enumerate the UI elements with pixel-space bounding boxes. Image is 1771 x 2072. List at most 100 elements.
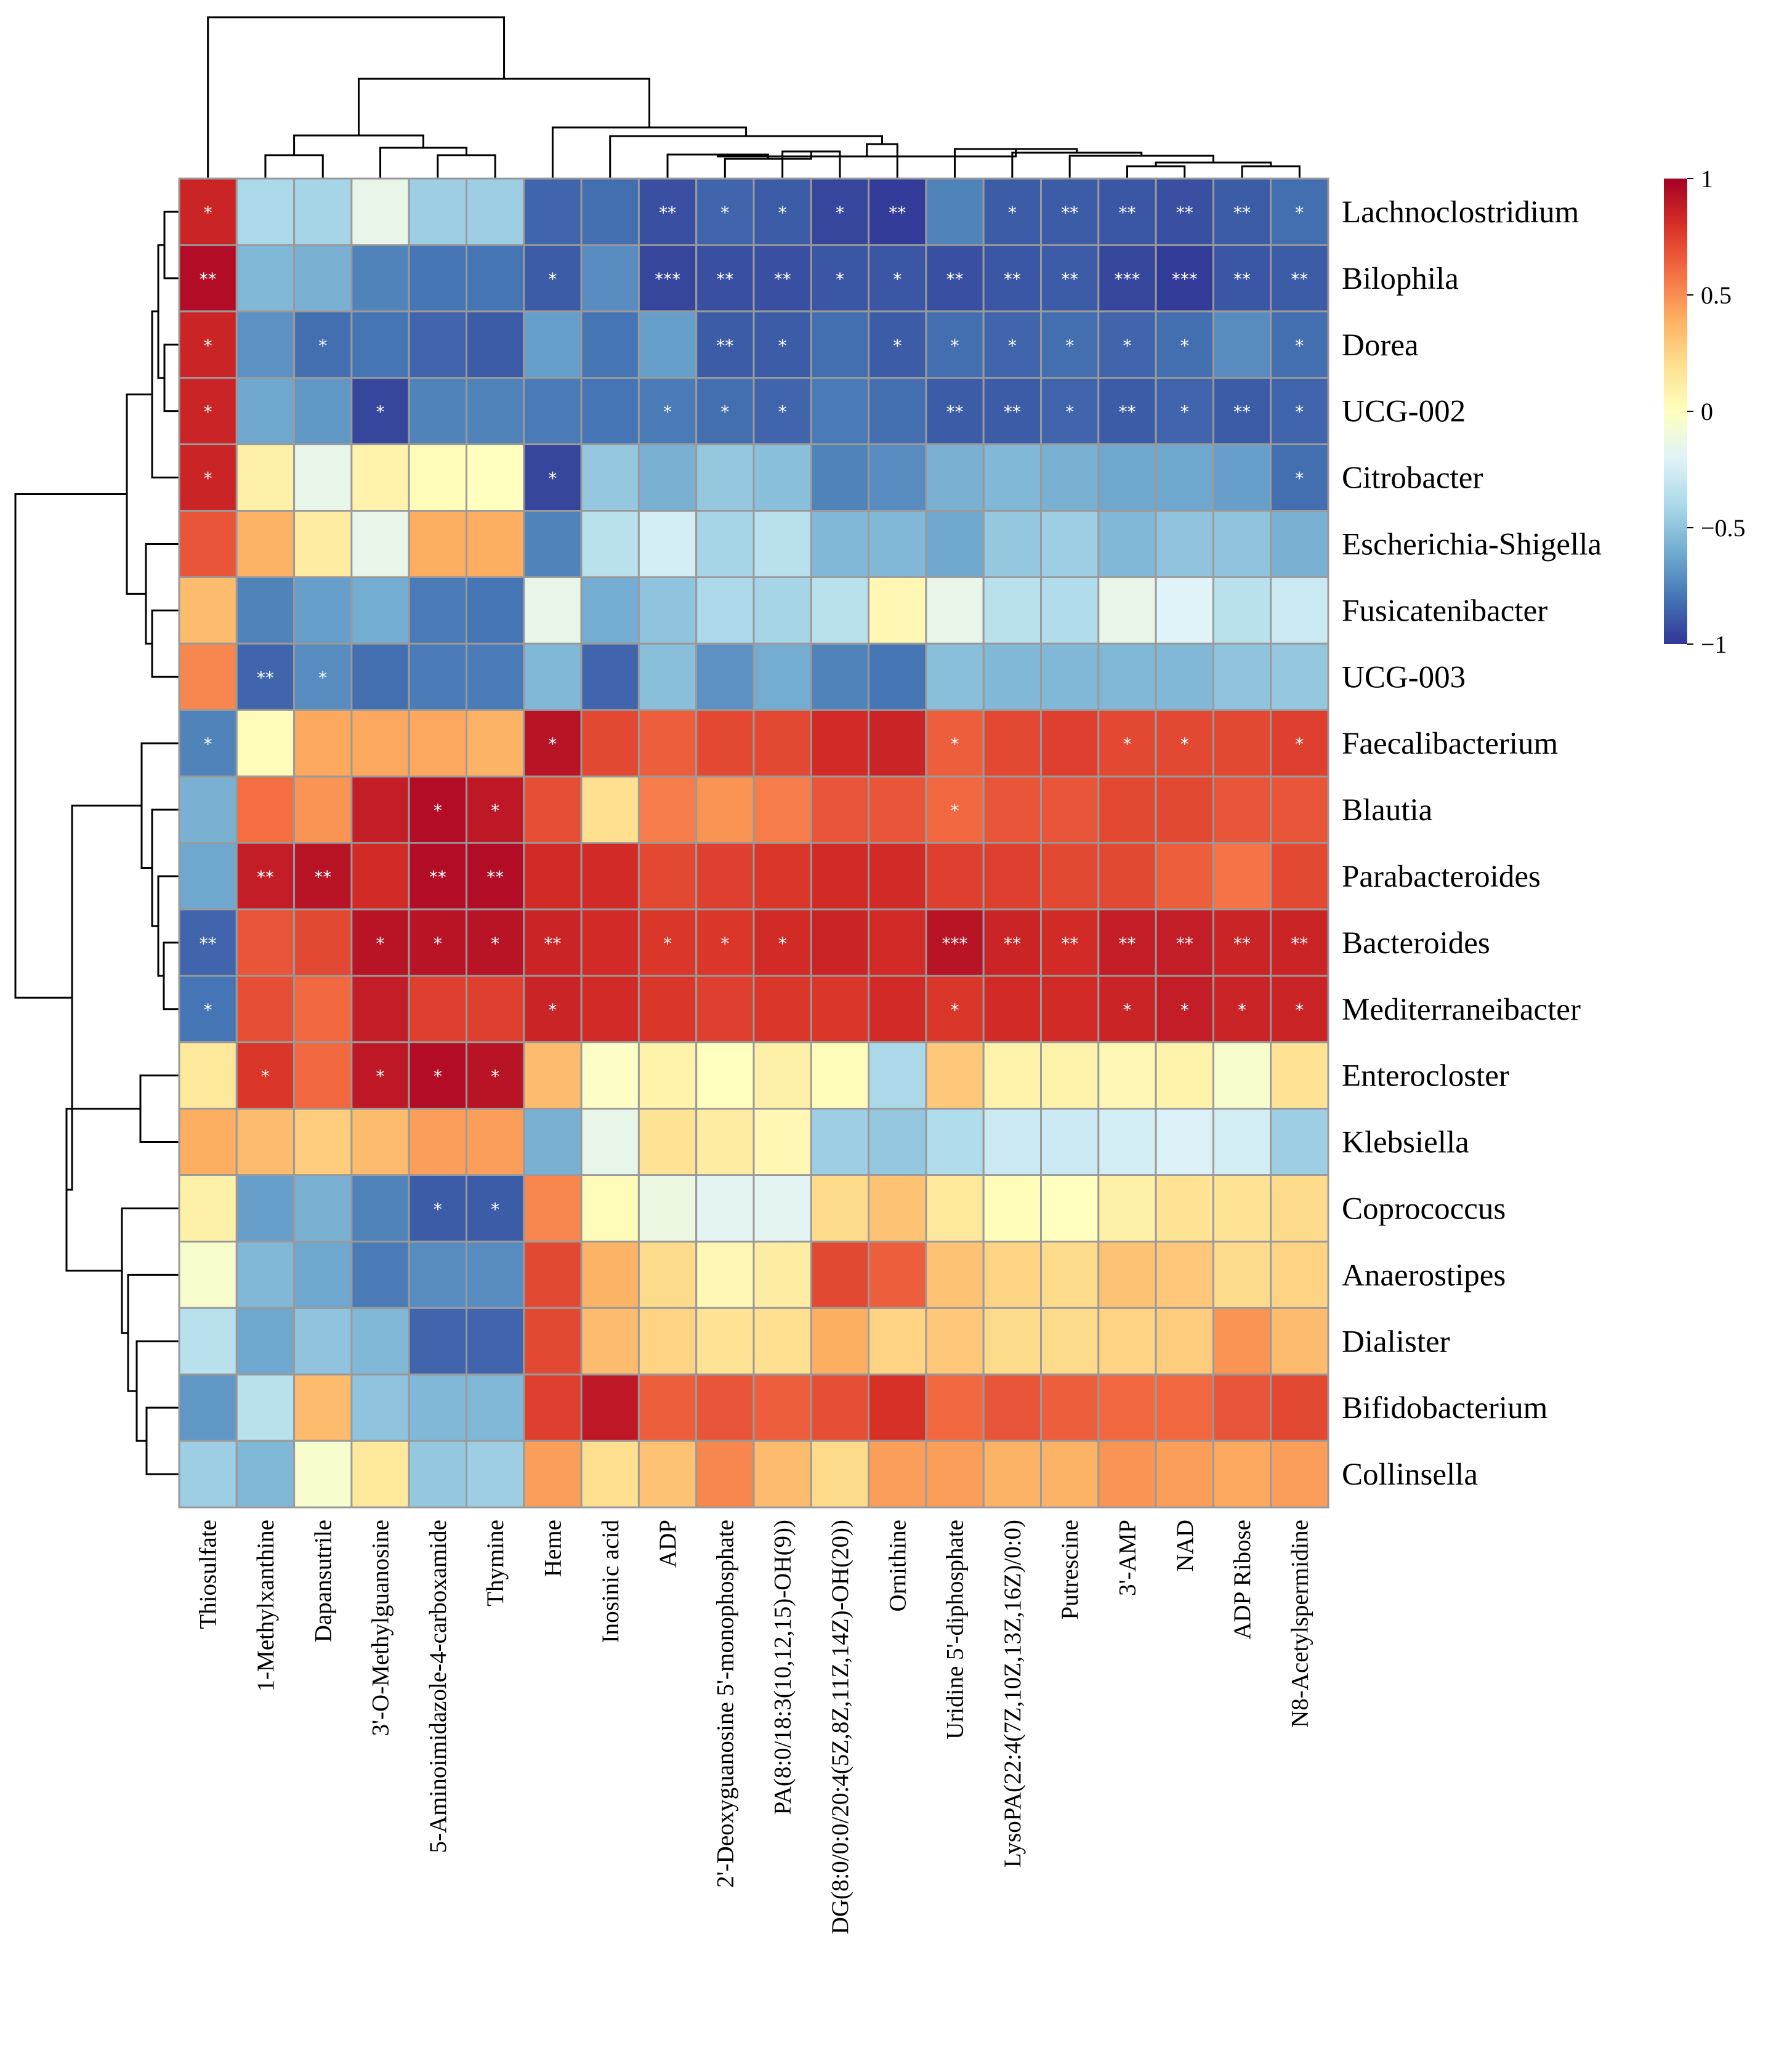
dendrogram-branch [14, 493, 127, 999]
row-label: Blautia [1342, 793, 1432, 828]
heatmap-cell [408, 1307, 468, 1376]
heatmap-cell [637, 642, 698, 711]
heatmap-cell [350, 510, 410, 578]
heatmap-cell [810, 177, 870, 246]
significance-marker: * [204, 203, 212, 223]
significance-marker: ** [1233, 402, 1251, 422]
heatmap-cell [868, 775, 927, 844]
heatmap-cell [580, 310, 640, 379]
row-labels: Lachnoclostridium Bilophila Dorea UCG-002 Ci… [1342, 195, 1602, 1492]
heatmap-cell [350, 709, 410, 778]
heatmap-cell [1040, 642, 1100, 711]
heatmap-cell [1040, 1108, 1100, 1176]
heatmap-cell [1097, 510, 1157, 578]
heatmap-cell [1155, 775, 1214, 844]
heatmap-cell [350, 443, 410, 512]
significance-marker: * [1295, 402, 1304, 422]
heatmap-cell [982, 576, 1042, 645]
heatmap-cell [1212, 576, 1272, 645]
heatmap-cell [868, 1174, 927, 1243]
heatmap-cell [523, 709, 583, 778]
heatmap-cell [350, 1174, 410, 1243]
significance-marker: * [204, 402, 212, 422]
row-label: Dialister [1342, 1324, 1450, 1359]
heatmap-cell [637, 775, 698, 844]
heatmap-cell [1212, 177, 1272, 246]
significance-marker: ** [1233, 203, 1251, 223]
heatmap-cell [178, 642, 238, 711]
heatmap-cell [350, 1440, 410, 1509]
row-label: Bifidobacterium [1342, 1391, 1547, 1425]
heatmap-cell [293, 775, 353, 844]
heatmap-cell [1040, 1041, 1100, 1110]
heatmap-cell [235, 1174, 296, 1243]
heatmap-cell [293, 842, 353, 911]
heatmap-cell [408, 908, 468, 977]
heatmap-cell [752, 1041, 812, 1110]
significance-marker: * [1008, 203, 1017, 223]
heatmap-cell [925, 1240, 985, 1309]
heatmap-cell [1270, 1041, 1329, 1110]
heatmap-cell [580, 642, 640, 711]
heatmap-cell [293, 177, 353, 246]
heatmap-cell [293, 908, 353, 977]
heatmap-cell [695, 842, 755, 911]
row-dendrogram [14, 211, 179, 1475]
significance-marker: * [836, 203, 844, 223]
dendrogram-branch [293, 134, 425, 155]
heatmap-cell [293, 1440, 353, 1509]
heatmap-cell [466, 1041, 525, 1110]
heatmap-cell [1212, 1174, 1272, 1243]
heatmap-cell [637, 1440, 698, 1509]
significance-marker: *** [942, 933, 968, 954]
heatmap-cell [982, 1240, 1042, 1309]
heatmap-cell [1040, 510, 1100, 578]
row-label: Dorea [1342, 328, 1419, 363]
significance-marker: ** [1119, 402, 1136, 422]
significance-marker: ** [200, 933, 217, 954]
heatmap-cell [178, 842, 238, 911]
heatmap-cell [178, 576, 238, 645]
significance-marker: * [1295, 1000, 1304, 1020]
heatmap-cell [982, 975, 1042, 1044]
heatmap-cell [466, 1373, 525, 1442]
heatmap-cell [178, 244, 238, 313]
heatmap-cell [178, 443, 238, 512]
heatmap-cell [408, 1041, 468, 1110]
heatmap-cell [1270, 244, 1329, 313]
heatmap-cell [1040, 1174, 1100, 1243]
heatmap-cell [293, 1240, 353, 1309]
dendrogram-branch [207, 16, 506, 179]
heatmap-cell [580, 443, 640, 512]
heatmap-cell [810, 1440, 870, 1509]
heatmap-cell [466, 1174, 525, 1243]
heatmap-cell [1270, 642, 1329, 711]
heatmap-cell [637, 1307, 698, 1376]
heatmap-cell [523, 1108, 583, 1176]
significance-marker: * [1295, 469, 1304, 489]
heatmap-cell [982, 1041, 1042, 1110]
heatmap-cell [178, 1240, 238, 1309]
significance-marker: * [376, 402, 385, 422]
heatmap-cell [1040, 709, 1100, 778]
heatmap-cell [695, 1108, 755, 1176]
heatmap-cell [695, 908, 755, 977]
heatmap-cell [637, 842, 698, 911]
row-label: Enterocloster [1342, 1059, 1509, 1094]
heatmap-cell [580, 510, 640, 578]
column-label: Thymine [482, 1520, 509, 1606]
column-label: Dapansutrile [310, 1520, 336, 1642]
heatmap-cell [178, 1108, 238, 1176]
heatmap-cell [752, 775, 812, 844]
dendrogram-branch [140, 742, 179, 869]
heatmap-cell [408, 510, 468, 578]
significance-marker: * [1123, 336, 1132, 356]
heatmap-cell [293, 443, 353, 512]
heatmap-cell [810, 1174, 870, 1243]
heatmap-cell [178, 1307, 238, 1376]
heatmap-cell [523, 1174, 583, 1243]
heatmap-cell [1212, 709, 1272, 778]
heatmap-cell [523, 1440, 583, 1509]
heatmap-cell [580, 842, 640, 911]
